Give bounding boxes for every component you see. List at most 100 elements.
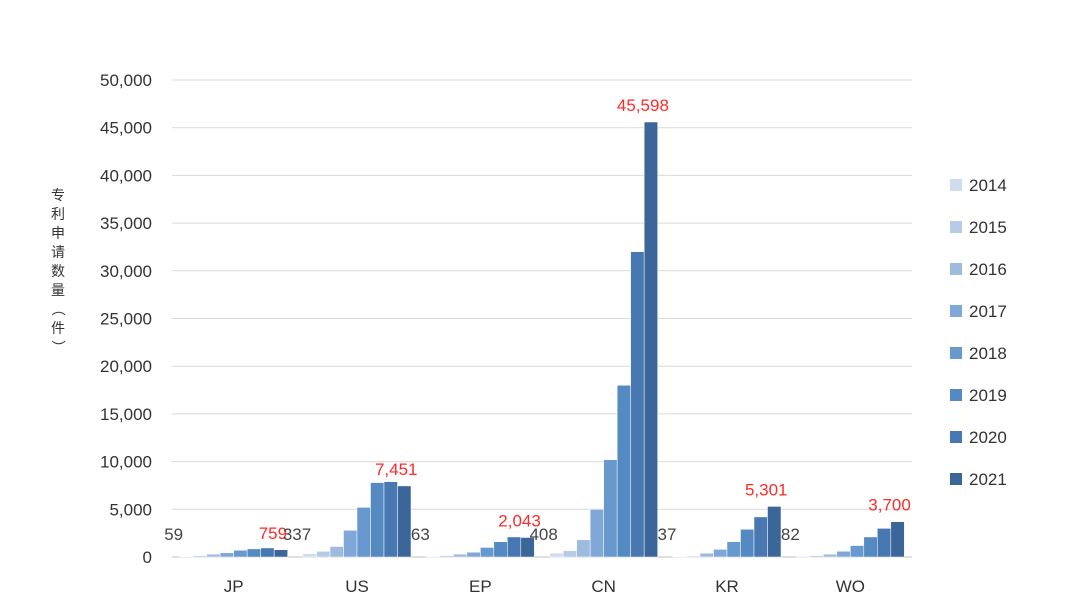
x-category-label: JP bbox=[224, 577, 244, 596]
legend-label: 2014 bbox=[969, 176, 1007, 195]
legend-label: 2015 bbox=[969, 218, 1007, 237]
y-axis-label-char: 件 bbox=[51, 321, 65, 337]
bar bbox=[589, 509, 604, 558]
data-label-last: 7,451 bbox=[375, 460, 418, 479]
x-category-label: EP bbox=[469, 577, 492, 596]
y-tick-label: 15,000 bbox=[100, 405, 152, 424]
bar bbox=[480, 547, 495, 558]
bar bbox=[192, 555, 207, 558]
legend-swatch bbox=[950, 389, 962, 401]
y-axis-label-char: 量 bbox=[51, 283, 65, 299]
x-axis-categories: JP US EP CN KR WO bbox=[224, 577, 865, 596]
bar bbox=[726, 541, 741, 558]
y-tick-label: 0 bbox=[143, 548, 152, 567]
bar bbox=[219, 552, 234, 558]
bar bbox=[767, 506, 782, 558]
bar bbox=[643, 121, 658, 558]
y-axis-label-char: （ bbox=[49, 302, 65, 316]
legend-label: 2019 bbox=[969, 386, 1007, 405]
bar bbox=[562, 550, 577, 558]
bar bbox=[273, 549, 288, 558]
data-label-last: 3,700 bbox=[868, 496, 911, 515]
legend-swatch bbox=[950, 179, 962, 191]
bar bbox=[426, 556, 441, 558]
legend-swatch bbox=[950, 473, 962, 485]
bar bbox=[383, 481, 398, 558]
bar bbox=[823, 553, 838, 558]
data-label-first: 63 bbox=[411, 525, 430, 544]
bar bbox=[493, 541, 508, 558]
legend-swatch bbox=[950, 347, 962, 359]
legend-label: 2017 bbox=[969, 302, 1007, 321]
bar bbox=[206, 553, 221, 558]
y-axis-label-char: 专 bbox=[51, 188, 65, 204]
bar bbox=[877, 528, 892, 558]
data-label-first: 408 bbox=[529, 525, 557, 544]
bar bbox=[890, 521, 905, 558]
y-tick-label: 40,000 bbox=[100, 166, 152, 185]
y-tick-label: 25,000 bbox=[100, 310, 152, 329]
bar bbox=[439, 555, 454, 558]
data-label-last: 759 bbox=[259, 524, 287, 543]
bar bbox=[713, 549, 728, 558]
bar bbox=[316, 551, 331, 558]
bar bbox=[850, 545, 865, 558]
legend: 2014 2015 2016 2017 2018 2019 2020 2021 bbox=[950, 176, 1007, 489]
bar bbox=[686, 555, 701, 558]
bar bbox=[699, 552, 714, 558]
bar bbox=[836, 551, 851, 558]
data-label-first: 59 bbox=[164, 525, 183, 544]
bar bbox=[329, 546, 344, 558]
legend-label: 2020 bbox=[969, 428, 1007, 447]
bar bbox=[466, 551, 481, 558]
legend-label: 2021 bbox=[969, 470, 1007, 489]
bar bbox=[179, 556, 194, 558]
x-category-label: US bbox=[345, 577, 369, 596]
bar bbox=[520, 537, 535, 558]
bar bbox=[370, 482, 385, 558]
y-tick-label: 30,000 bbox=[100, 262, 152, 281]
bar bbox=[246, 548, 261, 558]
bar bbox=[302, 553, 317, 558]
gridlines bbox=[172, 79, 912, 558]
bar bbox=[233, 550, 248, 558]
bar bbox=[863, 536, 878, 558]
data-label-last: 5,301 bbox=[745, 480, 788, 499]
bar bbox=[549, 552, 564, 558]
y-tick-label: 45,000 bbox=[100, 119, 152, 138]
legend-label: 2018 bbox=[969, 344, 1007, 363]
bar bbox=[260, 547, 275, 558]
y-axis-ticks: 0 5,000 10,000 15,000 20,000 25,000 30,000 35,0… bbox=[100, 71, 152, 567]
data-label-first: 337 bbox=[283, 525, 311, 544]
y-axis-label-char: 申 bbox=[51, 226, 65, 242]
bars bbox=[179, 121, 905, 558]
bar bbox=[740, 529, 755, 558]
data-label-last: 45,598 bbox=[617, 96, 669, 115]
bar bbox=[576, 539, 591, 558]
y-tick-label: 35,000 bbox=[100, 214, 152, 233]
legend-swatch bbox=[950, 263, 962, 275]
data-label-last: 2,043 bbox=[498, 512, 541, 531]
bar bbox=[603, 459, 618, 558]
y-tick-label: 10,000 bbox=[100, 453, 152, 472]
bar bbox=[507, 536, 522, 558]
bar bbox=[356, 507, 371, 558]
y-axis-label-char: 请 bbox=[51, 245, 65, 261]
y-axis-label-char: 利 bbox=[51, 207, 65, 223]
legend-swatch bbox=[950, 431, 962, 443]
bar bbox=[630, 251, 645, 558]
bar bbox=[809, 555, 824, 558]
data-label-first: 82 bbox=[781, 525, 800, 544]
bar bbox=[397, 485, 412, 558]
y-axis-label-char: ） bbox=[49, 340, 65, 354]
x-category-label: KR bbox=[715, 577, 739, 596]
y-axis-label-char: 数 bbox=[51, 264, 65, 280]
bar bbox=[796, 555, 811, 558]
legend-swatch bbox=[950, 305, 962, 317]
bar bbox=[343, 530, 358, 558]
x-category-label: WO bbox=[836, 577, 865, 596]
bar bbox=[453, 553, 468, 558]
